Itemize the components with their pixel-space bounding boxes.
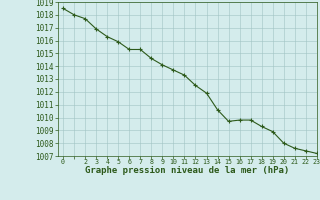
X-axis label: Graphe pression niveau de la mer (hPa): Graphe pression niveau de la mer (hPa) xyxy=(85,166,289,175)
